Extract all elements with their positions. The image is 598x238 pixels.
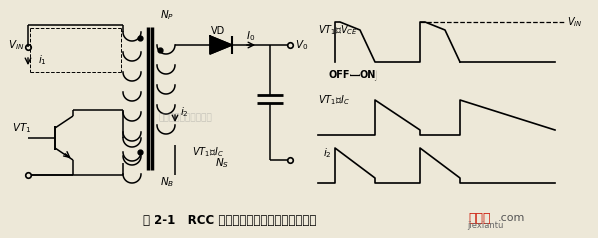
Text: $i_2$: $i_2$ (323, 146, 332, 160)
Polygon shape (210, 36, 232, 54)
Text: $VT_1$: $VT_1$ (13, 121, 32, 135)
Text: 接线图: 接线图 (468, 212, 490, 224)
Text: OFF: OFF (328, 70, 350, 80)
Text: $V_0$: $V_0$ (295, 38, 308, 52)
Text: .com: .com (498, 213, 526, 223)
Text: VT$_1$的$V_{CE}$: VT$_1$的$V_{CE}$ (318, 23, 358, 37)
Text: VD: VD (211, 26, 225, 36)
Text: 州山治诺科技有限公司: 州山治诺科技有限公司 (158, 114, 212, 123)
Text: ON: ON (360, 70, 376, 80)
Text: $V_{IN}$: $V_{IN}$ (567, 15, 582, 29)
Text: $VT_1$的$I_C$: $VT_1$的$I_C$ (192, 145, 224, 159)
Text: $i_1$: $i_1$ (38, 53, 47, 67)
Text: $V_{IN}$: $V_{IN}$ (8, 38, 25, 52)
Text: VT$_1$的$I_C$: VT$_1$的$I_C$ (318, 93, 350, 107)
Text: 图 2-1   RCC 方式开关电源电路及其工作波形: 图 2-1 RCC 方式开关电源电路及其工作波形 (144, 213, 317, 227)
Text: $i_2$: $i_2$ (180, 105, 189, 119)
Text: $N_S$: $N_S$ (215, 156, 229, 170)
Text: $I_0$: $I_0$ (246, 29, 255, 43)
Text: $N_B$: $N_B$ (160, 175, 174, 189)
Text: jiexiantu: jiexiantu (467, 222, 504, 230)
Text: $N_P$: $N_P$ (160, 8, 174, 22)
